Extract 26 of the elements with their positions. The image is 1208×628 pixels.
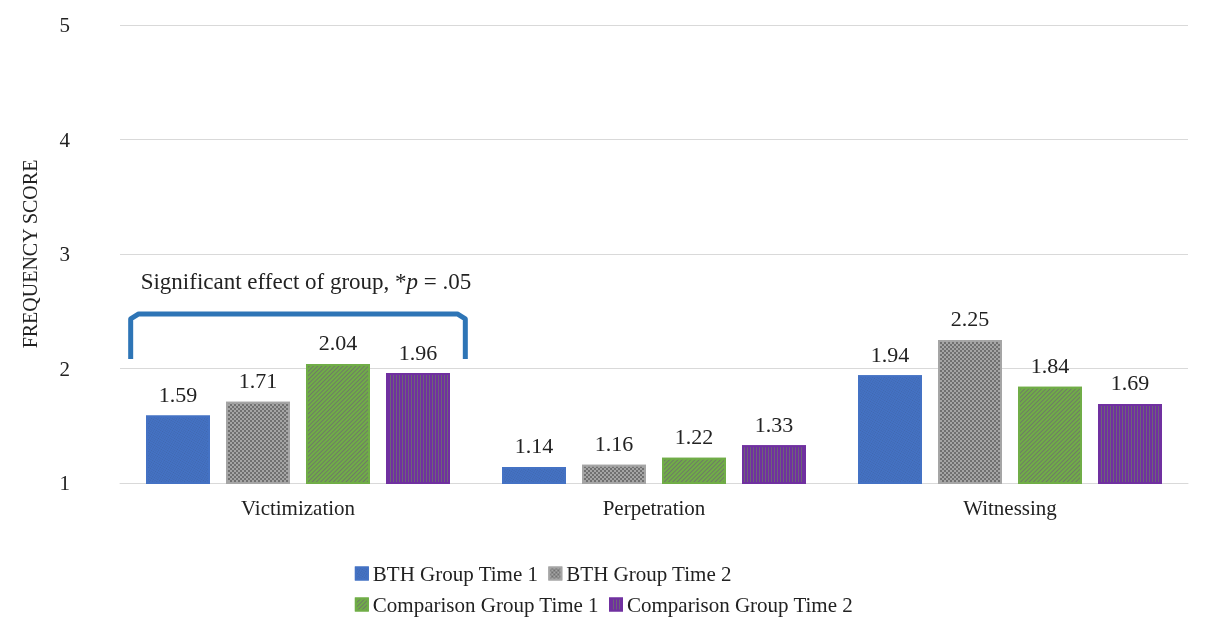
data-label: 1.84 [1030, 353, 1070, 379]
data-label: 1.71 [238, 368, 278, 394]
x-tick-label: Witnessing [963, 495, 1058, 520]
data-label: 1.96 [398, 339, 438, 365]
data-label: 2.25 [950, 306, 990, 332]
data-label: 1.33 [754, 411, 794, 437]
y-tick-label: 5 [59, 13, 70, 37]
data-label: 1.69 [1110, 370, 1150, 396]
y-tick-label: 4 [59, 127, 71, 152]
data-label: 1.16 [594, 431, 634, 457]
x-tick-label: Perpetration [602, 495, 706, 520]
data-label: 2.04 [318, 330, 358, 356]
annotation: Significant effect of group, *p = .05 [140, 268, 472, 294]
legend-label: Comparison Group Time 2 [627, 592, 853, 617]
legend-label: BTH Group Time 2 [566, 561, 732, 586]
y-tick-label: 1 [59, 471, 70, 495]
y-tick-label: 3 [59, 242, 70, 266]
data-label: 1.14 [514, 433, 554, 459]
x-tick-label: Victimization [240, 495, 356, 520]
y-tick-label: 2 [59, 356, 70, 381]
data-label: 1.22 [674, 424, 714, 450]
legend-label: Comparison Group Time 1 [372, 592, 599, 617]
data-label: 1.94 [870, 341, 910, 367]
legend-label: BTH Group Time 1 [372, 561, 538, 586]
data-label: 1.59 [158, 381, 198, 407]
y-axis-title: FREQUENCY SCORE [19, 159, 41, 349]
